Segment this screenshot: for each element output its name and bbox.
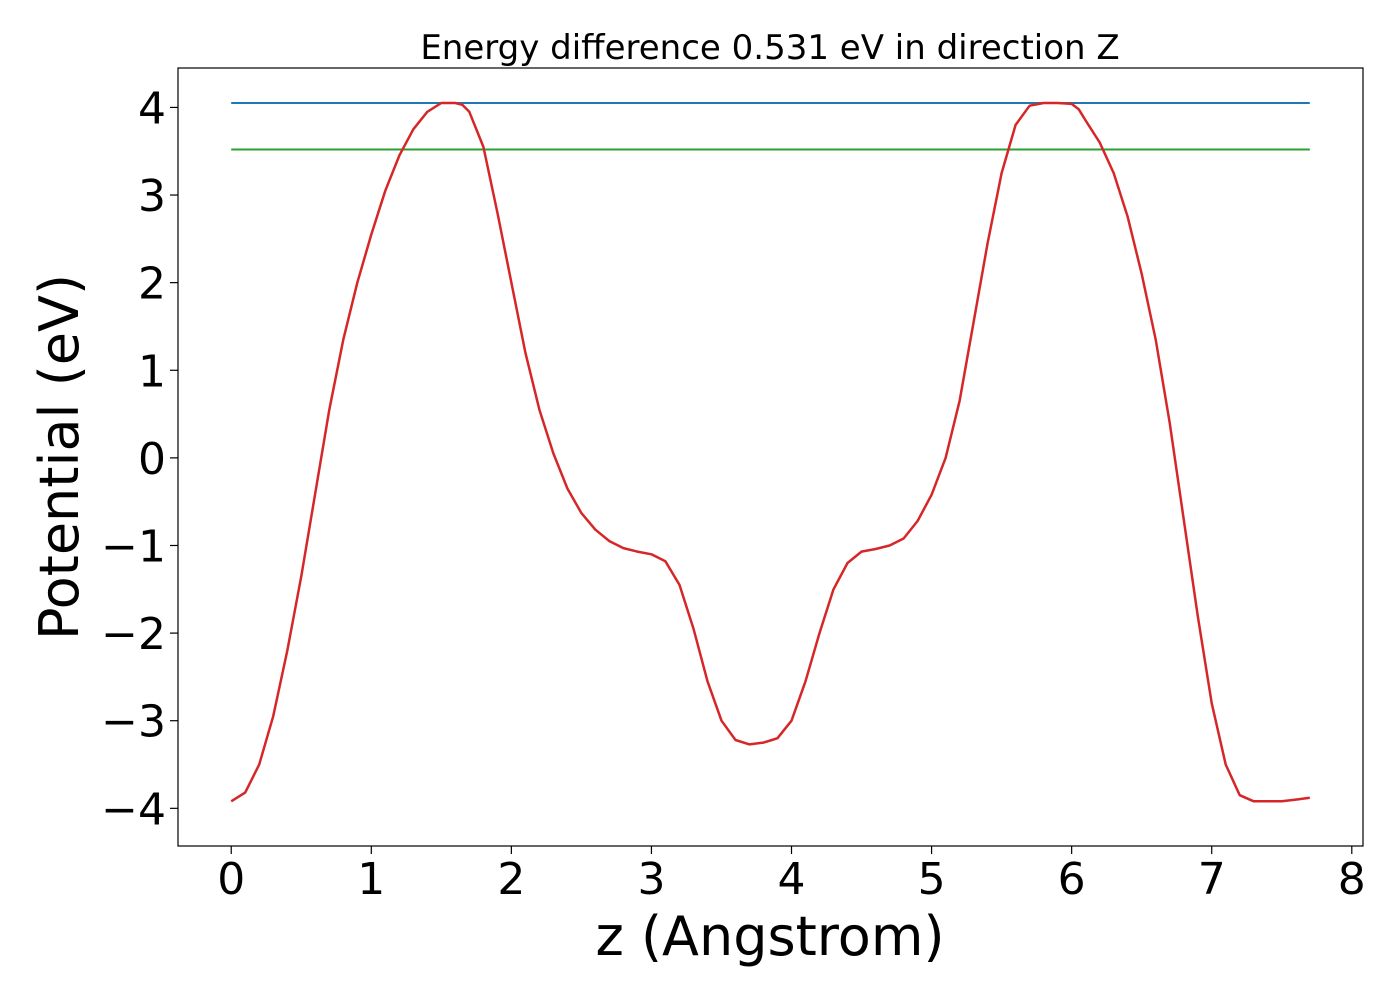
y-tick-label: 1 <box>138 346 166 397</box>
red-potential-curve <box>230 101 1310 803</box>
x-tick-label: 5 <box>918 854 946 905</box>
x-tick-label: 7 <box>1198 854 1226 905</box>
x-axis-ticks: 0 1 2 3 4 5 6 7 8 <box>217 846 1366 905</box>
y-tick-label: 3 <box>138 171 166 222</box>
y-tick-label: −4 <box>101 784 166 835</box>
x-tick-label: 6 <box>1058 854 1086 905</box>
x-tick-label: 0 <box>217 854 245 905</box>
y-axis-label: Potential (eV) <box>28 274 91 640</box>
y-tick-label: 0 <box>138 434 166 485</box>
plot-area <box>177 67 1364 847</box>
x-tick-label: 8 <box>1338 854 1366 905</box>
y-tick-label: −3 <box>101 697 166 748</box>
x-axis-label: z (Angstrom) <box>595 905 944 968</box>
series-layer <box>230 101 1310 803</box>
x-tick-label: 3 <box>637 854 665 905</box>
chart-title: Energy difference 0.531 eV in direction … <box>420 28 1119 68</box>
y-axis-ticks: −4 −3 −2 −1 0 1 2 3 4 <box>101 83 178 835</box>
y-tick-label: 2 <box>138 259 166 310</box>
y-tick-label: −2 <box>101 609 166 660</box>
y-tick-label: 4 <box>138 83 166 134</box>
y-tick-label: −1 <box>101 521 166 572</box>
x-tick-label: 2 <box>497 854 525 905</box>
x-tick-label: 4 <box>778 854 806 905</box>
x-tick-label: 1 <box>357 854 385 905</box>
plot-frame <box>177 67 1364 847</box>
